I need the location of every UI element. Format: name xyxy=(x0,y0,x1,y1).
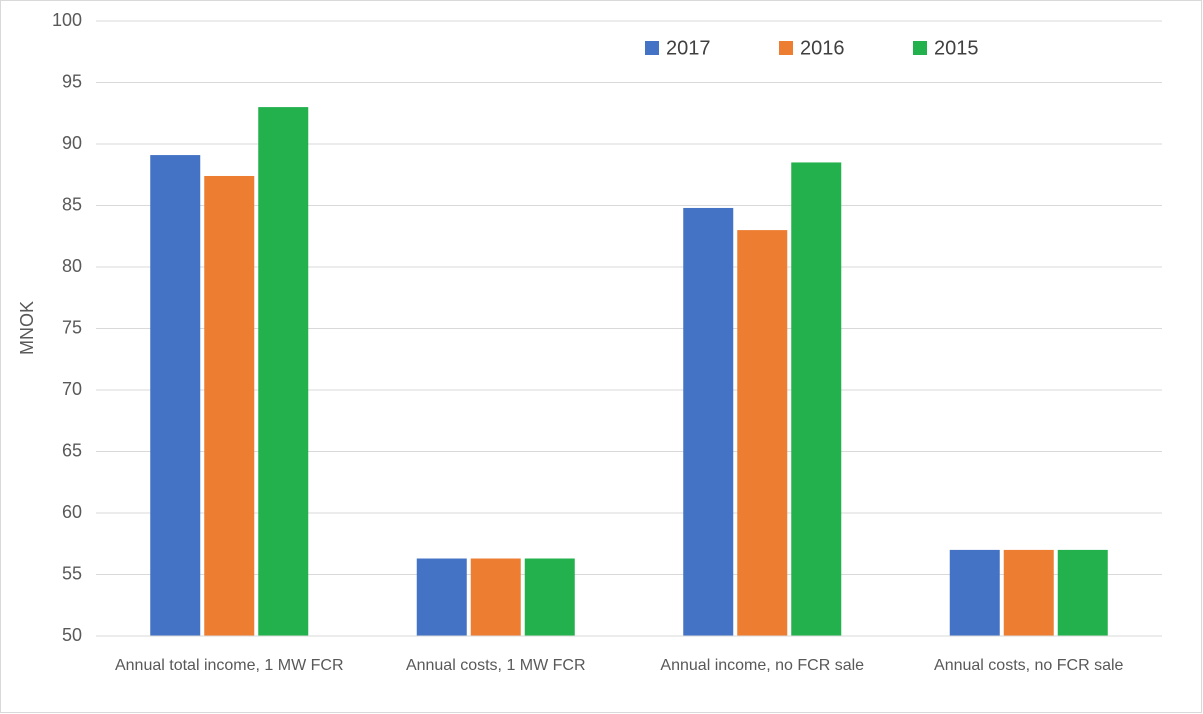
bar xyxy=(470,558,521,636)
bar xyxy=(416,558,467,636)
x-tick-label: Annual income, no FCR sale xyxy=(660,657,864,674)
y-tick-label: 75 xyxy=(62,317,82,337)
y-tick-label: 95 xyxy=(62,71,82,91)
x-tick-label: Annual total income, 1 MW FCR xyxy=(115,657,344,674)
legend-label: 2017 xyxy=(666,37,711,59)
x-tick-label: Annual costs, 1 MW FCR xyxy=(406,657,586,674)
y-tick-label: 80 xyxy=(62,256,82,276)
y-tick-label: 50 xyxy=(62,625,82,645)
bar xyxy=(204,175,255,637)
y-tick-label: 70 xyxy=(62,379,82,399)
bar xyxy=(949,549,1000,636)
legend-swatch xyxy=(779,41,793,55)
y-axis-title: MNOK xyxy=(17,301,37,355)
bar xyxy=(1057,549,1108,636)
legend-label: 2016 xyxy=(800,37,845,59)
y-tick-label: 85 xyxy=(62,194,82,214)
bar xyxy=(1003,549,1054,636)
y-tick-label: 90 xyxy=(62,133,82,153)
legend-swatch xyxy=(645,41,659,55)
bar xyxy=(791,162,842,636)
y-tick-label: 65 xyxy=(62,440,82,460)
bar xyxy=(524,558,575,636)
bar xyxy=(683,207,734,636)
bar xyxy=(150,155,201,636)
y-tick-label: 60 xyxy=(62,502,82,522)
x-tick-label: Annual costs, no FCR sale xyxy=(934,657,1124,674)
bar xyxy=(737,230,788,636)
y-tick-label: 55 xyxy=(62,563,82,583)
legend-label: 2015 xyxy=(934,37,979,59)
bar xyxy=(258,107,309,637)
legend-swatch xyxy=(913,41,927,55)
y-tick-label: 100 xyxy=(52,10,82,30)
